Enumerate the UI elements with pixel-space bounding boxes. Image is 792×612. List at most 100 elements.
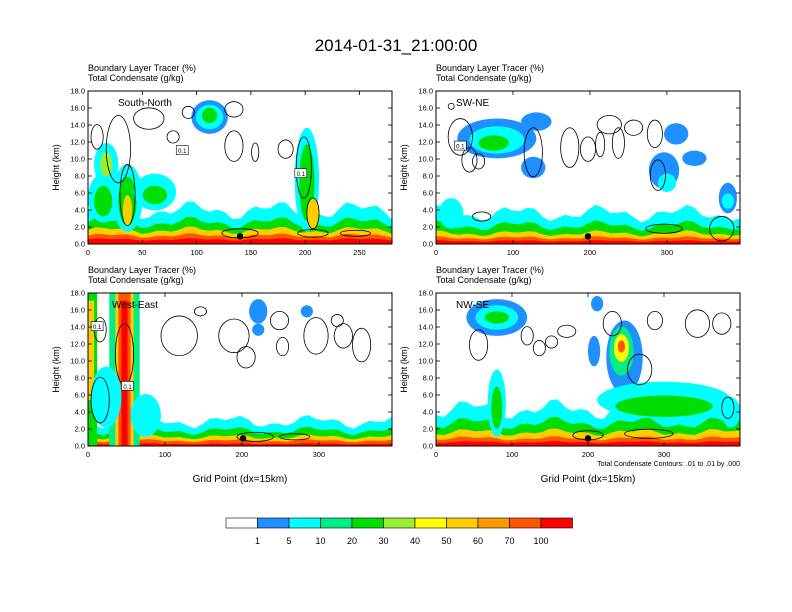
tracer-cell: [249, 299, 268, 324]
y-tick-label: 8.0: [423, 374, 433, 383]
tracer-column: [121, 300, 128, 446]
condensate-contour: [277, 139, 294, 159]
x-tick-label: 250: [353, 248, 366, 257]
tracer-cell: [588, 335, 601, 367]
panel-name: West-East: [112, 300, 158, 311]
tracer-cell: [94, 185, 113, 217]
y-tick-label: 2.0: [423, 425, 433, 434]
x-tick-label: 100: [507, 248, 520, 257]
colorbar-label: 5: [286, 536, 291, 546]
condensate-contour: [166, 130, 180, 144]
condensate-contour: [545, 335, 559, 349]
tracer-cell: [521, 112, 552, 131]
tracer-cell: [478, 135, 509, 151]
colorbar-label: 100: [533, 536, 548, 546]
condensate-contour: [90, 376, 110, 424]
condensate-contour: [330, 314, 344, 328]
header-condensate: Total Condensate (g/kg): [88, 275, 184, 285]
y-tick-label: 12.0: [70, 340, 85, 349]
plot-border: [435, 90, 741, 245]
condensate-contour: [712, 312, 732, 335]
y-tick-label: 10.0: [70, 155, 85, 164]
condensate-contour: [646, 119, 663, 149]
x-tick-label: 0: [434, 450, 438, 459]
y-tick-label: 14.0: [418, 323, 433, 332]
tracer-cell: [122, 195, 133, 226]
y-tick-label: 2.0: [423, 223, 433, 232]
tracer-cell: [91, 366, 122, 428]
colorbar-label: 60: [473, 536, 483, 546]
panel-name: South-North: [118, 98, 172, 109]
condensate-contour: [472, 211, 492, 222]
y-tick-label: 18.0: [418, 87, 433, 96]
condensate-contour: [193, 306, 207, 317]
header-tracer: Boundary Layer Tracer (%): [436, 63, 544, 73]
plot-border: [87, 292, 393, 447]
tracer-column: [88, 300, 95, 401]
tracer-cell: [300, 305, 313, 318]
colorbar-swatch: [383, 517, 416, 529]
condensate-contour: [119, 164, 136, 227]
y-axis-label: Height (km): [399, 346, 409, 393]
condensate-contour: [333, 323, 353, 349]
colorbar-label: 1: [255, 536, 260, 546]
y-tick-label: 6.0: [75, 391, 85, 400]
y-axis-label: Height (km): [51, 144, 61, 191]
y-tick-label: 4.0: [423, 408, 433, 417]
x-tick-label: 0: [86, 450, 90, 459]
y-tick-label: 10.0: [70, 357, 85, 366]
x-tick-label: 100: [506, 450, 519, 459]
condensate-contour: [90, 124, 104, 150]
condensate-contour: [251, 142, 260, 162]
condensate-contour: [684, 309, 711, 338]
y-tick-label: 4.0: [75, 408, 85, 417]
colorbar: 1 5 10 20 30 40 50 60 70 100: [225, 517, 573, 546]
y-tick-label: 0.0: [423, 442, 433, 451]
colorbar-swatch: [414, 517, 447, 529]
header-tracer: Boundary Layer Tracer (%): [436, 265, 544, 275]
condensate-contour: [532, 340, 546, 357]
header-condensate: Total Condensate (g/kg): [88, 73, 184, 83]
contour-label-box: [454, 140, 467, 151]
condensate-contour: [447, 118, 473, 156]
tracer-cell: [142, 185, 168, 205]
contour-label: 0.1: [93, 325, 102, 331]
y-tick-label: 10.0: [418, 155, 433, 164]
condensate-contour: [520, 326, 534, 346]
y-tick-label: 18.0: [418, 289, 433, 298]
y-tick-label: 8.0: [423, 172, 433, 181]
y-tick-label: 2.0: [75, 425, 85, 434]
tracer-cell: [439, 198, 464, 229]
y-tick-label: 8.0: [75, 374, 85, 383]
y-tick-label: 16.0: [418, 306, 433, 315]
tracer-cell: [617, 340, 626, 353]
panel-name: SW-NE: [456, 98, 489, 109]
tracer-cell: [306, 198, 320, 229]
condensate-contour: [646, 310, 663, 331]
condensate-contours: [90, 101, 372, 239]
condensate-contour: [236, 346, 256, 369]
condensate-contour: [295, 136, 312, 199]
terrain-marker: [584, 233, 592, 240]
plot-border: [87, 90, 393, 245]
x-tick-label: 150: [245, 248, 258, 257]
condensate-contour: [624, 119, 644, 136]
colorbar-swatch: [320, 517, 353, 529]
panels: 0.1 0.1 0.0 2.0 4.0 6.0 8.0 10.0 12.0 14.0 16.0 18.…: [51, 63, 741, 485]
tracer-band: [88, 443, 392, 446]
condensate-contour: [645, 223, 683, 234]
condensate-contour: [721, 396, 735, 419]
y-tick-label: 12.0: [418, 138, 433, 147]
condensate-contour: [303, 317, 329, 355]
condensate-contour: [279, 433, 311, 441]
tracer-shading: [88, 91, 392, 244]
y-tick-label: 0.0: [75, 442, 85, 451]
x-tick-label: 200: [299, 248, 312, 257]
condensate-contour: [224, 130, 244, 162]
contour-label: 0.1: [123, 385, 132, 391]
terrain-marker: [584, 435, 592, 442]
x-tick-label: 200: [582, 450, 595, 459]
y-tick-label: 4.0: [423, 206, 433, 215]
tracer-cell: [130, 393, 161, 437]
condensate-contour: [595, 131, 606, 158]
